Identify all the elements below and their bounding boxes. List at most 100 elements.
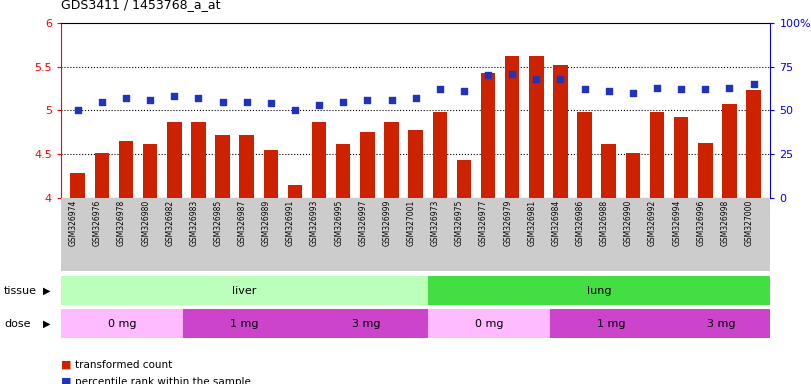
Text: GSM326983: GSM326983 (190, 200, 199, 246)
Text: GSM326978: GSM326978 (117, 200, 126, 246)
Point (240, 99, 253, 105)
Text: GDS3411 / 1453768_a_at: GDS3411 / 1453768_a_at (61, 0, 221, 12)
Bar (553, 65, 568, 198)
Text: GSM327000: GSM327000 (744, 200, 753, 246)
Bar (71, 173, 85, 198)
Bar (746, 90, 761, 198)
Bar (457, 160, 471, 198)
Bar (312, 122, 326, 198)
Text: GSM326980: GSM326980 (141, 200, 150, 246)
Point (747, 81, 760, 87)
Point (650, 84, 663, 91)
Bar (650, 112, 664, 198)
Point (168, 93, 181, 99)
Point (457, 88, 470, 94)
Text: GSM326991: GSM326991 (286, 200, 295, 246)
Bar (698, 143, 713, 198)
Point (626, 90, 639, 96)
Point (506, 71, 519, 77)
Bar (722, 104, 736, 198)
Point (603, 88, 616, 94)
Bar (428, 309, 550, 338)
Text: 1 mg: 1 mg (597, 318, 625, 329)
Text: GSM326984: GSM326984 (551, 200, 560, 246)
Bar (239, 135, 254, 198)
Point (312, 102, 325, 108)
Text: GSM326986: GSM326986 (576, 200, 585, 246)
Text: GSM326993: GSM326993 (310, 200, 319, 246)
Bar (215, 135, 230, 198)
Point (409, 95, 422, 101)
Text: GSM326992: GSM326992 (648, 200, 657, 246)
Text: GSM326979: GSM326979 (503, 200, 513, 246)
Bar (143, 144, 157, 198)
Text: GSM326982: GSM326982 (165, 200, 174, 246)
Point (554, 76, 567, 82)
Bar (428, 276, 770, 305)
Text: ▶: ▶ (42, 286, 50, 296)
Point (192, 95, 205, 101)
Point (361, 97, 374, 103)
Bar (409, 130, 423, 198)
Bar (264, 150, 278, 198)
Text: GSM326985: GSM326985 (213, 200, 222, 246)
Text: GSM326987: GSM326987 (238, 200, 247, 246)
Text: liver: liver (232, 286, 256, 296)
Point (699, 86, 712, 93)
Point (96, 99, 109, 105)
Text: GSM326989: GSM326989 (262, 200, 271, 246)
Text: 3 mg: 3 mg (707, 318, 736, 329)
Text: dose: dose (4, 318, 31, 329)
Text: GSM326994: GSM326994 (672, 200, 681, 246)
Point (289, 107, 302, 114)
Bar (384, 122, 399, 198)
Bar (577, 112, 592, 198)
Text: GSM326977: GSM326977 (479, 200, 488, 246)
Point (119, 95, 132, 101)
Bar (61, 276, 428, 305)
Point (675, 86, 688, 93)
Point (385, 97, 398, 103)
Bar (306, 309, 428, 338)
Text: percentile rank within the sample: percentile rank within the sample (75, 377, 251, 384)
Text: transformed count: transformed count (75, 360, 173, 370)
Point (578, 86, 591, 93)
Point (264, 100, 277, 106)
Bar (61, 309, 183, 338)
Text: ■: ■ (61, 360, 71, 370)
Text: 0 mg: 0 mg (108, 318, 136, 329)
Bar (360, 132, 375, 198)
Bar (432, 112, 447, 198)
Bar (602, 144, 616, 198)
Bar (529, 56, 543, 198)
Text: lung: lung (587, 286, 611, 296)
Bar (118, 141, 133, 198)
Text: GSM326988: GSM326988 (599, 200, 609, 246)
Bar (167, 122, 182, 198)
Bar (336, 144, 350, 198)
Text: GSM327001: GSM327001 (406, 200, 415, 246)
Text: tissue: tissue (4, 286, 37, 296)
Text: ▶: ▶ (42, 318, 50, 329)
Bar (191, 122, 206, 198)
Point (723, 84, 736, 91)
Point (144, 97, 157, 103)
Text: 3 mg: 3 mg (353, 318, 381, 329)
Text: GSM326974: GSM326974 (69, 200, 78, 246)
Point (71, 107, 84, 114)
Text: GSM326999: GSM326999 (383, 200, 392, 246)
Bar (674, 116, 689, 198)
Text: 0 mg: 0 mg (474, 318, 504, 329)
Text: GSM326976: GSM326976 (92, 200, 102, 246)
Text: GSM326975: GSM326975 (455, 200, 464, 246)
Bar (183, 309, 306, 338)
Bar (625, 153, 640, 198)
Bar (288, 185, 303, 198)
Bar (672, 309, 770, 338)
Bar (95, 153, 109, 198)
Point (482, 73, 495, 79)
Text: GSM326981: GSM326981 (527, 200, 536, 246)
Point (216, 99, 229, 105)
Text: GSM326995: GSM326995 (334, 200, 343, 246)
Point (433, 86, 446, 93)
